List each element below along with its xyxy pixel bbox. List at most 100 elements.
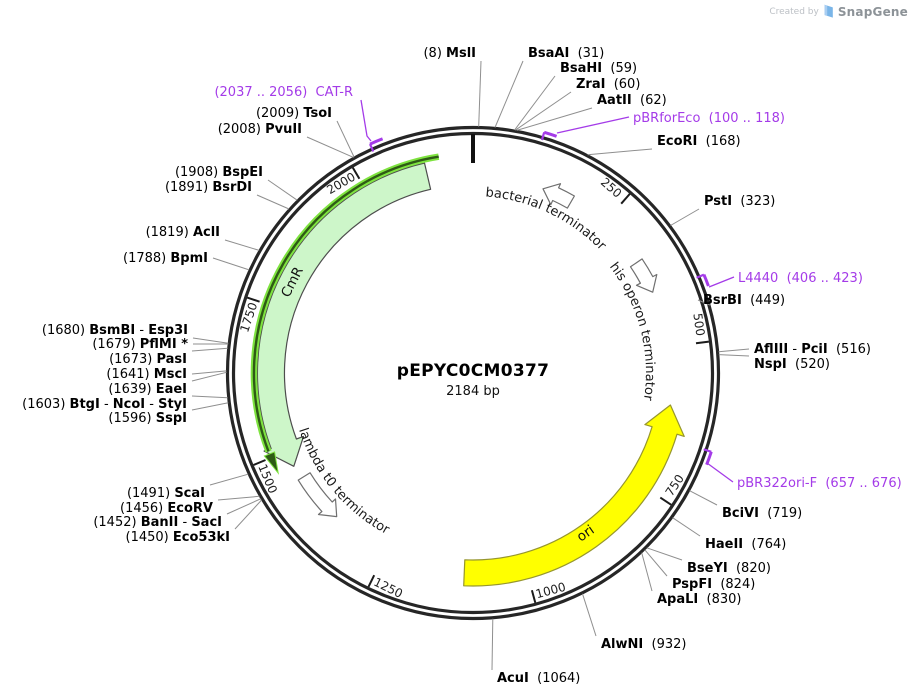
plasmid-name: pEPYC0CM0377 xyxy=(396,361,550,381)
site-label: (1641) MscI xyxy=(106,367,187,382)
tick-250 xyxy=(620,193,631,205)
site-BciVI: BciVI (719) xyxy=(689,490,802,521)
site-leader-line xyxy=(336,120,355,158)
restriction-sites: (8) MslI BsaAI (31)BsaHI (59)ZraI (60)Aat… xyxy=(22,46,871,686)
bacterial terminator-arrow xyxy=(542,183,575,209)
site-BtgI: (1603) BtgI - NcoI - StyI xyxy=(22,395,228,412)
site-leader-line xyxy=(515,91,572,131)
site-leader-line xyxy=(212,257,250,271)
backbone-outer-circle xyxy=(225,125,721,621)
tick-500 xyxy=(695,340,710,345)
site-leader-line xyxy=(587,148,653,156)
site-leader-line xyxy=(491,618,494,671)
site-PasI: (1673) PasI xyxy=(109,347,228,367)
primer-label: pBR322ori-F (657 .. 676) xyxy=(737,476,902,491)
site-leader-line xyxy=(516,107,593,131)
site-BsaHI: BsaHI (59) xyxy=(514,61,637,131)
site-label: AflIII - PciI (516) xyxy=(754,342,871,357)
primer-label: pBRforEco (100 .. 118) xyxy=(633,111,785,126)
feature-ori: ori xyxy=(463,404,685,587)
backbone-inner-circle xyxy=(231,131,715,615)
site-label: NspI (520) xyxy=(754,357,830,372)
primer-connector xyxy=(706,462,734,483)
site-label: (1639) EaeI xyxy=(108,382,187,397)
site-label: BseYI (820) xyxy=(687,561,771,576)
site-PflMI*: (1679) PflMI * xyxy=(92,337,229,352)
site-label: (1450) Eco53kI xyxy=(126,530,230,545)
site-leader-line xyxy=(191,347,228,352)
site-HaeII: HaeII (764) xyxy=(672,517,786,552)
feature-bacterial-terminator: bacterial terminator xyxy=(485,183,609,254)
feature-CmR-sub-feature xyxy=(250,153,440,475)
site-leader-line xyxy=(191,371,227,382)
plasmid-backbone xyxy=(225,125,721,621)
site-label: EcoRI (168) xyxy=(657,134,741,149)
site-label: (8) MslI xyxy=(423,46,476,61)
primer-mark xyxy=(369,137,384,146)
feature-his-operon-terminator: his operon terminator xyxy=(606,258,658,402)
site-leader-line xyxy=(646,547,683,561)
site-leader-line xyxy=(209,473,249,486)
tick-2000 xyxy=(351,167,361,180)
site-label: AatII (62) xyxy=(597,93,667,108)
site-EcoRI: EcoRI (168) xyxy=(587,134,741,156)
feature-lambda-t0-terminator: lambda t0 terminator xyxy=(295,426,392,538)
site-leader-line xyxy=(514,75,556,131)
primer-label: (2037 .. 2056) CAT-R xyxy=(214,85,353,100)
snapgene-flag-icon xyxy=(824,4,833,18)
site-label: (1456) EcoRV xyxy=(120,501,213,516)
site-ScaI: (1491) ScaI xyxy=(127,473,249,501)
site-label: BsaHI (59) xyxy=(560,61,637,76)
primer-mark-hook xyxy=(540,131,546,141)
primer-CAT-R: (2037 .. 2056) CAT-R xyxy=(214,85,384,152)
site-leader-line xyxy=(267,179,298,201)
site-label: (1819) AclI xyxy=(146,225,220,240)
cmr-overlay-core xyxy=(252,155,439,452)
tick-1500 xyxy=(253,459,266,466)
site-label: (1679) PflMI * xyxy=(92,337,188,352)
site-NspI: NspI (520) xyxy=(718,354,830,372)
site-label: (1908) BspEI xyxy=(175,165,263,180)
site-BpmI: (1788) BpmI xyxy=(123,251,250,271)
primer-mark xyxy=(702,274,710,287)
tick-label-250: 250 xyxy=(598,175,624,201)
site-SspI: (1596) SspI xyxy=(108,402,229,426)
site-leader-line xyxy=(226,498,262,515)
primer-connector xyxy=(708,276,735,288)
site-AclI: (1819) AclI xyxy=(146,225,260,251)
primers: pBRforEco (100 .. 118) L4440 (406 .. 423)… xyxy=(214,85,901,491)
site-leader-line xyxy=(224,239,260,251)
feature-CmR: CmR xyxy=(256,162,432,467)
site-MslI: (8) MslI xyxy=(423,46,482,127)
site-label: (1891) BsrDI xyxy=(165,180,252,195)
primer-label: L4440 (406 .. 423) xyxy=(738,271,863,286)
site-BanII: (1452) BanII - SacI xyxy=(93,498,262,530)
site-BspEI: (1908) BspEI xyxy=(175,165,298,201)
site-leader-line xyxy=(582,593,597,637)
tick-1000 xyxy=(530,589,537,603)
site-leader-line xyxy=(697,299,711,306)
site-leader-line xyxy=(718,354,750,357)
plasmid-title-block: pEPYC0CM0377 2184 bp xyxy=(397,361,550,399)
site-label: (1491) ScaI xyxy=(127,486,205,501)
site-ApaLI: ApaLI (830) xyxy=(641,552,742,607)
site-label: HaeII (764) xyxy=(705,537,786,552)
site-leader-line xyxy=(217,495,260,501)
tick-750 xyxy=(659,496,672,506)
site-leader-line xyxy=(192,337,229,344)
site-MscI: (1641) MscI xyxy=(106,367,227,382)
site-label: BsaAI (31) xyxy=(528,46,604,61)
watermark: Created by SnapGene xyxy=(769,4,908,19)
site-label: (1680) BsmBI - Esp3I xyxy=(42,323,188,338)
site-Eco53kI: (1450) Eco53kI xyxy=(126,499,263,545)
CmR-arrow xyxy=(256,162,432,467)
site-PstI: PstI (323) xyxy=(670,194,775,226)
site-BsrDI: (1891) BsrDI xyxy=(165,180,290,210)
site-leader-line xyxy=(306,136,354,158)
tick-1750 xyxy=(246,296,260,303)
primer-mark-hook xyxy=(368,143,375,152)
site-EcoRV: (1456) EcoRV xyxy=(120,495,260,516)
site-AflIII: AflIII - PciI (516) xyxy=(718,342,871,357)
tick-1250 xyxy=(367,574,376,588)
site-leader-line xyxy=(689,490,718,506)
